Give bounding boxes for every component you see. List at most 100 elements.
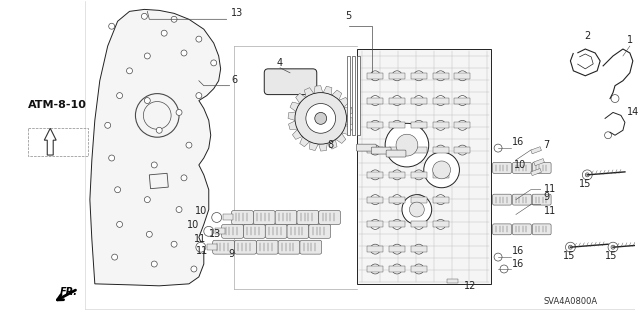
Circle shape bbox=[151, 261, 157, 267]
Text: 11: 11 bbox=[543, 206, 556, 217]
Bar bbox=[411, 266, 427, 272]
Circle shape bbox=[191, 266, 197, 272]
Circle shape bbox=[392, 244, 402, 254]
Bar bbox=[389, 246, 405, 252]
Bar bbox=[207, 244, 217, 250]
FancyBboxPatch shape bbox=[287, 224, 309, 238]
Text: 15: 15 bbox=[563, 251, 575, 261]
Circle shape bbox=[424, 152, 460, 188]
Circle shape bbox=[212, 212, 221, 222]
Circle shape bbox=[436, 219, 445, 229]
Text: FR.: FR. bbox=[60, 287, 78, 297]
Bar bbox=[367, 122, 383, 128]
Circle shape bbox=[127, 68, 132, 74]
FancyBboxPatch shape bbox=[275, 211, 297, 224]
Circle shape bbox=[494, 253, 502, 261]
Circle shape bbox=[436, 170, 445, 180]
Circle shape bbox=[414, 120, 424, 130]
Bar bbox=[531, 147, 541, 154]
Text: SVA4A0800A: SVA4A0800A bbox=[543, 297, 598, 306]
FancyBboxPatch shape bbox=[257, 240, 278, 254]
Circle shape bbox=[608, 242, 618, 252]
Bar bbox=[357, 49, 491, 284]
FancyBboxPatch shape bbox=[212, 240, 234, 254]
Text: 15: 15 bbox=[605, 251, 618, 261]
Text: 10: 10 bbox=[187, 220, 199, 230]
FancyBboxPatch shape bbox=[234, 240, 257, 254]
Text: 10: 10 bbox=[195, 206, 207, 217]
Circle shape bbox=[176, 207, 182, 212]
FancyBboxPatch shape bbox=[386, 150, 406, 157]
Bar bbox=[357, 56, 360, 135]
Text: 16: 16 bbox=[512, 246, 524, 256]
FancyBboxPatch shape bbox=[319, 211, 340, 224]
Bar bbox=[214, 228, 225, 234]
Circle shape bbox=[414, 244, 424, 254]
FancyBboxPatch shape bbox=[493, 224, 511, 235]
Circle shape bbox=[436, 120, 445, 130]
FancyBboxPatch shape bbox=[532, 224, 551, 235]
Text: 6: 6 bbox=[232, 75, 237, 85]
Circle shape bbox=[186, 142, 192, 148]
Text: 16: 16 bbox=[512, 259, 524, 269]
Circle shape bbox=[196, 242, 206, 252]
FancyBboxPatch shape bbox=[221, 224, 243, 238]
Polygon shape bbox=[290, 102, 300, 112]
Circle shape bbox=[109, 155, 115, 161]
Circle shape bbox=[161, 30, 167, 36]
Bar bbox=[411, 73, 427, 79]
FancyBboxPatch shape bbox=[513, 224, 531, 235]
FancyBboxPatch shape bbox=[532, 194, 551, 205]
Circle shape bbox=[458, 145, 467, 155]
Text: 8: 8 bbox=[328, 140, 334, 150]
Text: 12: 12 bbox=[465, 281, 477, 291]
Polygon shape bbox=[339, 97, 349, 107]
Circle shape bbox=[109, 23, 115, 29]
Polygon shape bbox=[44, 128, 56, 155]
Circle shape bbox=[414, 219, 424, 229]
Bar bbox=[411, 221, 427, 227]
FancyArrowPatch shape bbox=[58, 290, 76, 300]
Text: 10: 10 bbox=[514, 160, 526, 170]
Text: 13: 13 bbox=[209, 229, 221, 239]
Polygon shape bbox=[288, 112, 296, 121]
FancyBboxPatch shape bbox=[297, 211, 319, 224]
Circle shape bbox=[392, 219, 402, 229]
Circle shape bbox=[141, 13, 147, 19]
Circle shape bbox=[566, 242, 575, 252]
Polygon shape bbox=[323, 86, 332, 95]
Circle shape bbox=[458, 71, 467, 81]
Polygon shape bbox=[344, 107, 353, 116]
Bar bbox=[433, 221, 449, 227]
Text: 11: 11 bbox=[543, 184, 556, 194]
Circle shape bbox=[315, 112, 326, 124]
Circle shape bbox=[458, 96, 467, 106]
FancyBboxPatch shape bbox=[493, 162, 511, 173]
Circle shape bbox=[585, 173, 589, 177]
Circle shape bbox=[582, 170, 592, 180]
Circle shape bbox=[396, 134, 418, 156]
Circle shape bbox=[414, 170, 424, 180]
Circle shape bbox=[392, 120, 402, 130]
Bar bbox=[367, 73, 383, 79]
Circle shape bbox=[371, 96, 380, 106]
Polygon shape bbox=[296, 93, 306, 103]
FancyBboxPatch shape bbox=[371, 147, 391, 154]
Circle shape bbox=[433, 161, 451, 179]
Circle shape bbox=[116, 93, 123, 99]
FancyBboxPatch shape bbox=[532, 162, 551, 173]
Text: 11: 11 bbox=[194, 234, 206, 244]
Text: 14: 14 bbox=[627, 108, 639, 117]
Circle shape bbox=[494, 144, 502, 152]
FancyBboxPatch shape bbox=[356, 144, 376, 151]
Circle shape bbox=[436, 96, 445, 106]
FancyBboxPatch shape bbox=[265, 224, 287, 238]
Circle shape bbox=[568, 245, 572, 249]
Circle shape bbox=[371, 195, 380, 204]
Circle shape bbox=[171, 16, 177, 22]
Bar bbox=[411, 98, 427, 104]
FancyBboxPatch shape bbox=[493, 194, 511, 205]
Bar bbox=[367, 147, 383, 153]
Circle shape bbox=[371, 244, 380, 254]
Circle shape bbox=[147, 231, 152, 237]
